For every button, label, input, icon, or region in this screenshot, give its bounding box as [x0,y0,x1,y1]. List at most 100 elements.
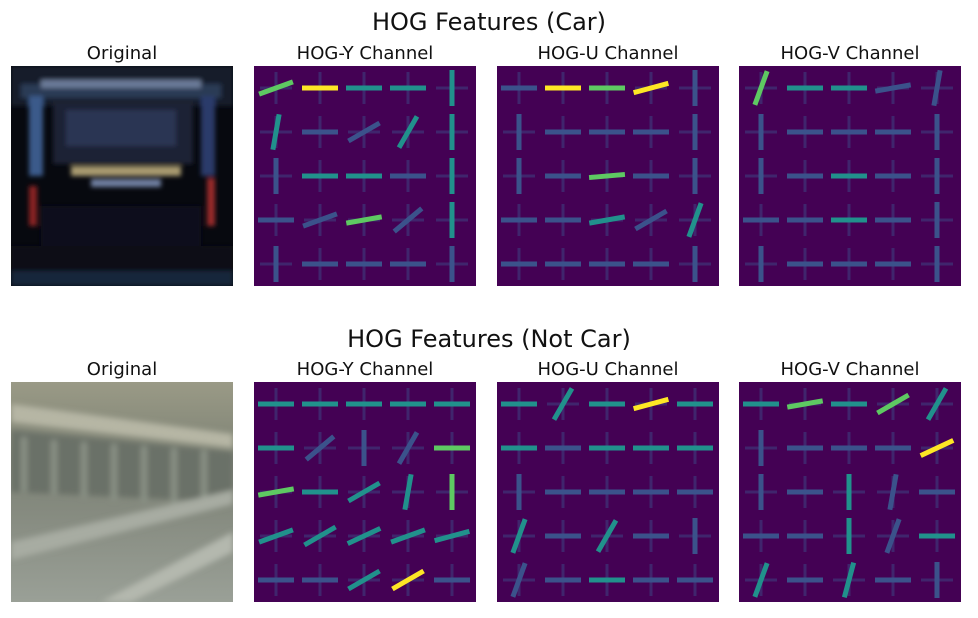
hog-gradient-glyph [884,518,902,554]
hog-gradient-glyph [545,129,581,135]
hog-gradient-glyph [433,528,471,544]
panel-title-original: Original [86,359,158,380]
hog-gradient-glyph [346,261,382,267]
hog-gradient-glyph [787,533,823,539]
panel-title-original: Original [86,43,158,64]
hog-gradient-glyph [633,489,669,495]
hog-gradient-glyph [677,577,713,583]
hog-gradient-glyph [831,401,867,407]
hog-gradient-glyph [589,577,625,583]
hog-gradient-glyph [633,533,669,539]
hog-gradient-glyph [934,202,940,238]
hog-gradient-glyph [257,486,295,498]
hog-gradient-glyph [934,158,940,194]
hog-gradient-glyph [346,85,382,91]
hog-gradient-glyph [876,392,910,416]
hog-gradient-glyph [516,114,522,150]
hog-gradient-glyph [934,114,940,150]
panel-title-hog-u: HOG-U Channel [537,43,679,64]
hog-gradient-glyph [302,401,338,407]
hog-gradient-glyph [346,173,382,179]
panel-title-hog-v: HOG-V Channel [780,43,920,64]
hog-gradient-glyph [632,80,670,96]
hog-gradient-glyph [787,445,823,451]
hog-gradient-glyph [758,114,764,150]
hog-gradient-glyph [258,217,294,223]
hog-gradient-glyph [258,577,294,583]
hog-gradient-glyph [390,261,426,267]
hog-gradient-glyph [258,527,294,545]
hog-gradient-glyph [390,401,426,407]
hog-gradient-glyph [449,246,455,282]
hog-gradient-glyph [270,113,282,151]
hog-gradient-glyph [402,473,414,511]
hog-gradient-glyph [787,577,823,583]
hog-gradient-glyph [516,158,522,194]
hog-gradient-glyph [449,70,455,106]
hog-gradient-glyph [302,129,338,135]
hog-gradient-glyph [875,577,911,583]
hog-gradient-glyph [545,577,581,583]
car-hog-v-map [739,66,961,286]
hog-gradient-glyph [434,577,470,583]
hog-gradient-glyph [743,401,779,407]
hog-gradient-glyph [434,445,470,451]
notcar-hog-v-map [739,382,961,602]
hog-gradient-glyph [919,438,955,458]
hog-gradient-glyph [787,261,823,267]
hog-gradient-glyph [361,430,367,466]
hog-svg [254,66,476,286]
car-hog-y-map [254,66,476,286]
hog-gradient-glyph [633,261,669,267]
hog-gradient-glyph [589,445,625,451]
hog-svg [497,382,719,602]
hog-gradient-glyph [692,246,698,282]
hog-gradient-glyph [787,173,823,179]
hog-gradient-glyph [758,474,764,510]
hog-gradient-glyph [752,70,770,106]
hog-gradient-glyph [743,217,779,223]
hog-gradient-glyph [545,533,581,539]
hog-gradient-glyph [633,173,669,179]
hog-gradient-glyph [589,401,625,407]
hog-gradient-glyph [396,431,420,465]
hog-gradient-glyph [304,434,336,462]
hog-gradient-glyph [302,173,338,179]
hog-gradient-glyph [686,202,704,238]
hog-gradient-glyph [786,398,824,410]
hog-gradient-glyph [831,173,867,179]
hog-gradient-glyph [919,533,955,539]
hog-gradient-glyph [516,474,522,510]
hog-gradient-glyph [925,387,949,421]
hog-svg [739,382,961,602]
hog-gradient-glyph [846,474,852,510]
hog-gradient-glyph [934,246,940,282]
hog-gradient-glyph [692,70,698,106]
hog-gradient-glyph [501,445,537,451]
hog-gradient-glyph [874,82,912,94]
hog-gradient-glyph [501,217,537,223]
hog-gradient-glyph [501,261,537,267]
hog-gradient-glyph [391,568,425,592]
hog-gradient-glyph [396,115,420,149]
hog-gradient-glyph [449,158,455,194]
notcar-hog-y-map [254,382,476,602]
hog-gradient-glyph [831,217,867,223]
hog-gradient-glyph [449,202,455,238]
hog-gradient-glyph [787,489,823,495]
hog-gradient-glyph [919,489,955,495]
hog-gradient-glyph [302,85,338,91]
hog-gradient-glyph [347,120,381,144]
row-title-not-car: HOG Features (Not Car) [347,325,631,353]
hog-gradient-glyph [390,85,426,91]
hog-gradient-glyph [588,171,626,181]
hog-svg [739,66,961,286]
hog-gradient-glyph [273,158,279,194]
panel-title-hog-y: HOG-Y Channel [296,43,434,64]
hog-gradient-glyph [545,217,581,223]
hog-gradient-glyph [831,445,867,451]
hog-gradient-glyph [677,445,713,451]
hog-gradient-glyph [831,261,867,267]
hog-gradient-glyph [392,206,424,234]
hog-svg [254,382,476,602]
